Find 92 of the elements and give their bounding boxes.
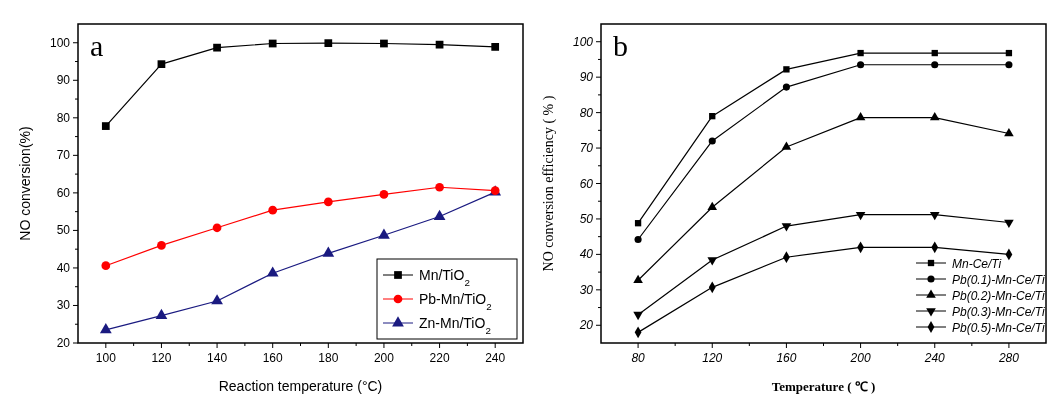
y-tick-label: 70 — [579, 141, 594, 156]
point — [101, 122, 110, 130]
point — [781, 141, 792, 150]
point — [157, 241, 166, 250]
x-axis-title: Temperature ( ℃ ) — [771, 379, 876, 394]
chart-title: b — [613, 29, 628, 62]
x-tick-label: 220 — [429, 351, 450, 365]
point — [634, 235, 642, 244]
x-tick-label: 240 — [485, 351, 506, 365]
y-tick-label: 70 — [56, 148, 71, 163]
y-tick-label: 40 — [579, 247, 594, 262]
point — [323, 197, 333, 207]
point — [633, 274, 643, 284]
point — [1005, 61, 1013, 69]
x-tick-label: 80 — [631, 351, 646, 365]
x-tick-label: 120 — [151, 351, 172, 365]
y-tick-label: 40 — [56, 260, 71, 275]
point — [633, 311, 643, 321]
legend-label: Pb(0.3)-Mn-Ce/Ti — [952, 305, 1045, 319]
y-axis-title: NO conversion(%) — [17, 126, 33, 241]
point — [1005, 49, 1013, 57]
point — [783, 66, 790, 73]
x-tick-label: 160 — [262, 351, 284, 365]
point — [101, 261, 111, 271]
y-tick-label: 60 — [56, 185, 71, 200]
point — [1004, 127, 1014, 137]
y-tick-label: 100 — [49, 35, 71, 50]
point — [709, 112, 716, 120]
y-tick-label: 60 — [579, 176, 594, 191]
y-tick-label: 90 — [56, 73, 71, 88]
point — [211, 294, 223, 305]
x-axis-title: Reaction temperature (°C) — [218, 378, 383, 394]
point — [380, 39, 388, 48]
point — [782, 83, 790, 91]
y-tick-label: 80 — [579, 105, 594, 120]
point — [212, 223, 222, 233]
x-tick-label: 200 — [849, 351, 871, 365]
y-tick-label: 90 — [579, 70, 594, 85]
point — [157, 60, 166, 69]
y-tick-label: 100 — [572, 34, 594, 49]
point — [855, 211, 866, 221]
point — [781, 223, 792, 232]
legend-label: Pb(0.2)-Mn-Ce/Ti — [952, 289, 1045, 303]
legend-label: Pb(0.5)-Mn-Ce/Ti — [952, 321, 1045, 335]
point — [99, 323, 112, 334]
point — [433, 209, 446, 220]
point — [931, 61, 939, 69]
point — [324, 39, 333, 48]
point — [266, 266, 279, 277]
x-tick-label: 240 — [923, 351, 946, 365]
point — [634, 220, 642, 227]
y-tick-label: 30 — [56, 298, 71, 313]
point — [707, 257, 718, 266]
point — [435, 40, 444, 49]
point — [707, 201, 718, 211]
point — [929, 112, 940, 121]
point — [929, 211, 940, 221]
point — [931, 49, 938, 57]
point — [322, 246, 335, 257]
x-tick-label: 100 — [95, 351, 117, 365]
point — [268, 205, 278, 215]
x-tick-label: 120 — [702, 351, 723, 365]
point — [378, 228, 390, 239]
x-tick-label: 280 — [997, 351, 1020, 365]
y-tick-label: 50 — [579, 211, 594, 226]
legend-label: Mn/TiO$_{2}$ — [419, 267, 470, 288]
x-tick-label: 160 — [776, 351, 797, 365]
legend-label: Zn-Mn/TiO$_{2}$ — [419, 315, 491, 336]
point — [855, 112, 866, 121]
legend-label: Pb-Mn/TiO$_{2}$ — [419, 291, 492, 312]
legend-label: Pb(0.1)-Mn-Ce/Ti — [952, 273, 1045, 287]
point — [857, 49, 864, 57]
point — [1004, 219, 1014, 229]
point — [435, 182, 444, 192]
point — [213, 43, 221, 52]
y-tick-label: 20 — [56, 336, 71, 350]
y-tick-label: 20 — [578, 318, 594, 333]
point — [491, 43, 500, 51]
x-tick-label: 140 — [207, 351, 228, 365]
x-tick-label: 200 — [373, 351, 395, 365]
point — [708, 137, 716, 145]
x-tick-label: 180 — [318, 351, 339, 365]
point — [268, 39, 277, 48]
y-tick-label: 50 — [56, 223, 71, 238]
point — [379, 190, 389, 199]
legend-label: Mn-Ce/Ti — [952, 257, 1002, 271]
y-tick-label: 30 — [579, 282, 594, 297]
y-axis-title: NO conversion efficiency ( % ) — [541, 95, 557, 272]
point — [857, 61, 865, 69]
point — [155, 308, 168, 319]
chart-title: a — [90, 29, 104, 62]
y-tick-label: 80 — [56, 110, 71, 125]
